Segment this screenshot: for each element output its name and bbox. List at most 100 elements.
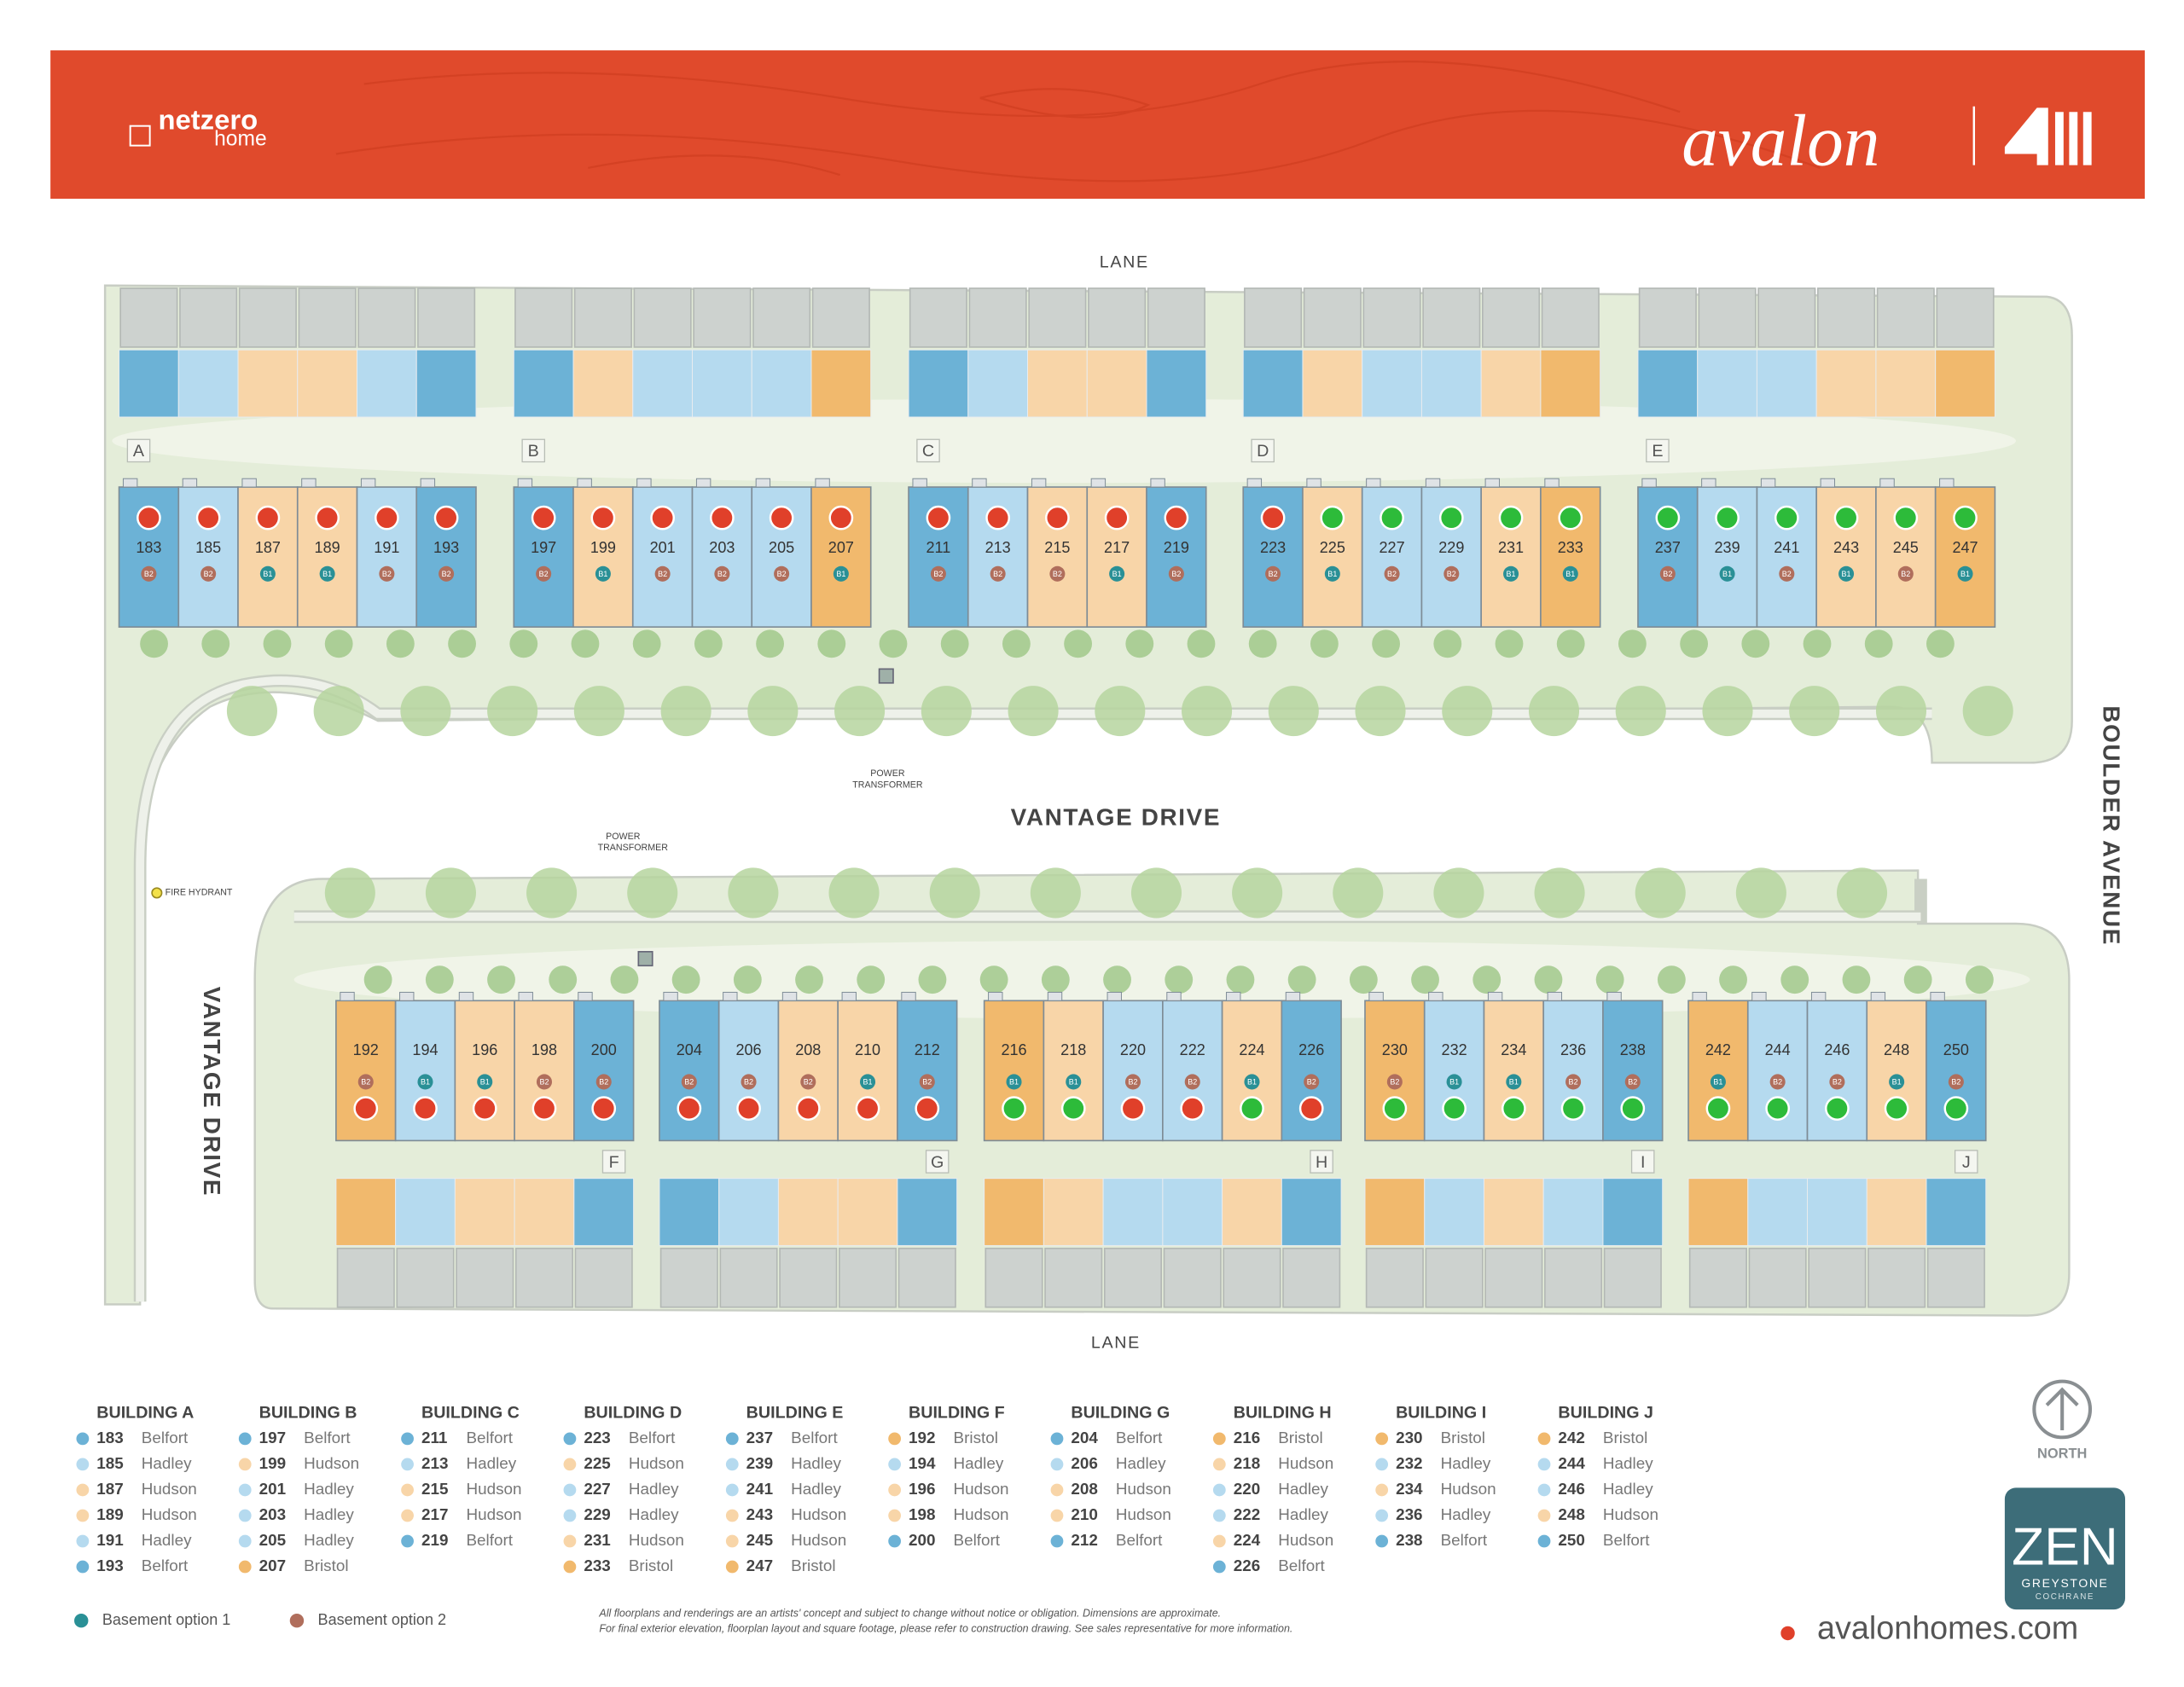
- lane-label: LANE: [1100, 253, 1149, 272]
- unit-number: 210: [855, 1041, 880, 1058]
- legend-plan: Hudson: [954, 1505, 1009, 1523]
- chimney: [815, 478, 830, 488]
- yard: [1364, 1178, 1426, 1246]
- yard: [1815, 349, 1877, 418]
- chimney: [1547, 991, 1563, 1001]
- legend-swatch: [238, 1483, 252, 1497]
- website[interactable]: avalonhomes.com: [1817, 1610, 2078, 1646]
- transformer: [637, 951, 653, 967]
- tree: [1926, 629, 1955, 658]
- tree: [226, 686, 277, 737]
- basement-badge: [1324, 565, 1340, 582]
- basement-code: B2: [361, 1078, 370, 1087]
- tree: [1615, 686, 1666, 737]
- status-dot: [472, 1096, 497, 1121]
- tree: [728, 867, 779, 919]
- legend-number: 212: [1071, 1531, 1097, 1549]
- disclaimer: For final exterior elevation, floorplan …: [599, 1622, 1292, 1634]
- basement-badge: [200, 565, 217, 582]
- basement-badge: [1386, 1074, 1403, 1090]
- legend-number: 218: [1234, 1454, 1260, 1472]
- status-dot: [1438, 505, 1464, 530]
- garage: [1147, 287, 1205, 348]
- legend-swatch: [1050, 1509, 1064, 1522]
- legend-swatch: [725, 1509, 739, 1522]
- basement-badge: [595, 1074, 612, 1090]
- transformer-label: POWER: [606, 832, 641, 842]
- tree: [671, 965, 700, 994]
- legend-swatch: [1050, 1458, 1064, 1471]
- unit-number: 222: [1180, 1041, 1205, 1058]
- basement-badge: [1948, 1074, 1964, 1090]
- community-badge: [2004, 1487, 2126, 1610]
- basement-badge: [1265, 565, 1281, 582]
- legend-plan: Hadley: [1116, 1454, 1166, 1472]
- garage: [1482, 287, 1541, 348]
- garage: [968, 287, 1027, 348]
- basement-code: B2: [804, 1078, 813, 1087]
- tree: [1842, 965, 1871, 994]
- site-ground: [103, 284, 2073, 1317]
- status-dot: [136, 505, 161, 530]
- legend-swatch: [76, 1534, 90, 1548]
- basement-code: B1: [1247, 1078, 1257, 1087]
- tree: [509, 629, 538, 658]
- yard: [777, 1178, 839, 1246]
- chimney: [1751, 991, 1767, 1001]
- legend-number: 213: [421, 1454, 448, 1472]
- yard: [718, 1178, 779, 1246]
- yard: [1602, 1178, 1664, 1246]
- unit-number: 224: [1239, 1041, 1264, 1058]
- legend-number: 216: [1234, 1429, 1260, 1446]
- legend-title: BUILDING A: [96, 1404, 194, 1423]
- basement-code: B1: [1960, 570, 1970, 578]
- tree: [1268, 686, 1319, 737]
- unit-number: 187: [255, 539, 281, 556]
- legend-plan: Hudson: [629, 1531, 684, 1549]
- tree: [263, 629, 292, 658]
- status-dot: [1498, 505, 1524, 530]
- chimney: [1150, 478, 1165, 488]
- legend-plan: Hadley: [629, 1505, 679, 1523]
- legend-swatch: [563, 1483, 577, 1497]
- legend-swatch: [563, 1534, 577, 1548]
- garage: [417, 287, 476, 348]
- garage: [1484, 1247, 1543, 1308]
- legend-plan: Hadley: [142, 1531, 192, 1549]
- yard: [837, 1178, 898, 1246]
- unit-number: 189: [315, 539, 340, 556]
- garage: [1757, 287, 1816, 348]
- yard: [454, 1178, 515, 1246]
- legend-swatch: [1537, 1483, 1551, 1497]
- tree: [386, 629, 415, 658]
- legend-number: 191: [96, 1531, 123, 1549]
- building-letter: E: [1652, 442, 1663, 461]
- basement-badge: [379, 565, 395, 582]
- legend-swatch: [1537, 1432, 1551, 1446]
- legend-swatch: [725, 1458, 739, 1471]
- legend-number: 246: [1558, 1480, 1584, 1498]
- basement-code: B2: [684, 1078, 694, 1087]
- yard: [1697, 349, 1757, 418]
- tree: [1310, 629, 1339, 658]
- garage: [1422, 287, 1481, 348]
- transformer-label: POWER: [870, 768, 905, 779]
- tree: [1182, 686, 1233, 737]
- legend-plan: Bristol: [629, 1557, 673, 1574]
- basement-code: B1: [1842, 570, 1851, 578]
- tree: [1780, 965, 1809, 994]
- basement-badge: [1049, 565, 1066, 582]
- unit: [717, 1000, 780, 1142]
- legend-plan: Bristol: [304, 1557, 348, 1574]
- garage: [574, 1247, 633, 1308]
- legend-plan: Bristol: [791, 1557, 835, 1574]
- legend-plan: Belfort: [629, 1429, 676, 1446]
- chimney: [1368, 991, 1384, 1001]
- tree: [1002, 629, 1031, 658]
- yard: [572, 349, 634, 418]
- yard: [177, 349, 239, 418]
- unit-number: 196: [472, 1041, 497, 1058]
- tree: [1657, 965, 1686, 994]
- tree: [1165, 965, 1194, 994]
